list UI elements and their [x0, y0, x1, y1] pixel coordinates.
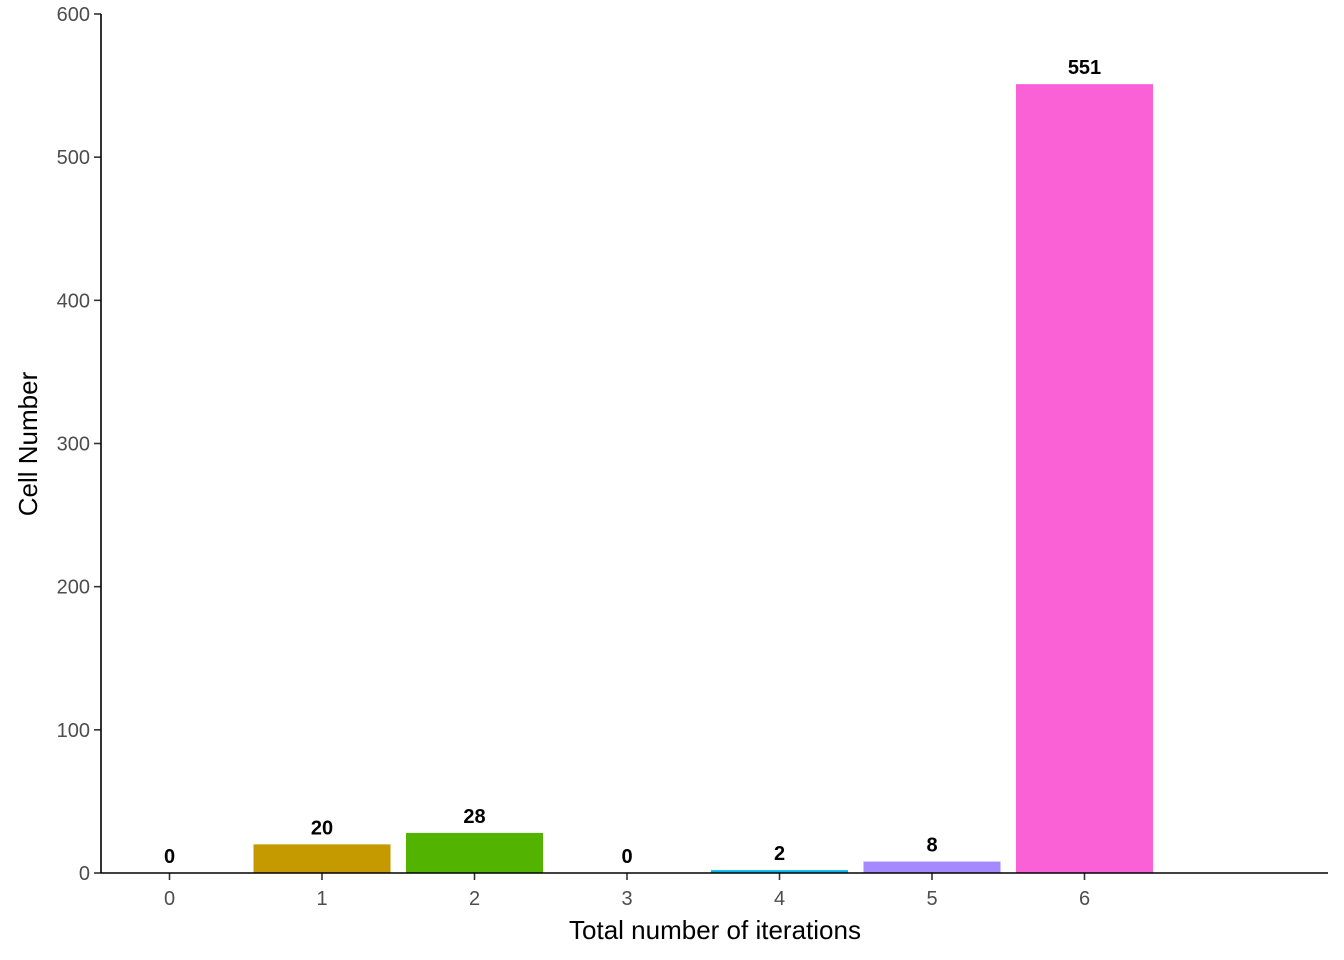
x-axis-title: Total number of iterations [569, 915, 861, 945]
data-label: 28 [463, 806, 485, 828]
x-tick-label: 6 [1079, 888, 1090, 910]
y-tick-label: 300 [57, 434, 90, 456]
x-tick-label: 2 [469, 888, 480, 910]
x-tick-label: 1 [316, 888, 327, 910]
bar-5 [863, 861, 1001, 873]
x-tick-label: 0 [164, 888, 175, 910]
data-label: 20 [311, 817, 333, 839]
y-tick-label: 600 [57, 4, 90, 26]
x-tick-label: 5 [926, 888, 937, 910]
data-label: 0 [164, 846, 175, 868]
x-tick-label: 4 [774, 888, 785, 910]
bar-2 [406, 832, 543, 873]
bar-4 [711, 870, 848, 873]
x-axis-ticks: 0 1 2 3 4 5 6 [164, 873, 1090, 910]
bar-6 [1016, 84, 1153, 873]
y-tick-label: 200 [57, 577, 90, 599]
data-label: 0 [621, 846, 632, 868]
y-tick-label: 500 [57, 147, 90, 169]
y-axis-ticks: 0 100 200 300 400 500 600 [57, 4, 101, 885]
y-tick-label: 0 [79, 863, 90, 885]
data-label: 8 [926, 835, 937, 857]
y-tick-label: 100 [57, 720, 90, 742]
data-label: 551 [1068, 57, 1101, 79]
y-tick-label: 400 [57, 290, 90, 312]
x-tick-label: 3 [621, 888, 632, 910]
y-axis-title: Cell Number [13, 371, 43, 516]
bars [253, 84, 1153, 873]
data-label: 2 [774, 843, 785, 865]
bar-1 [253, 844, 391, 873]
